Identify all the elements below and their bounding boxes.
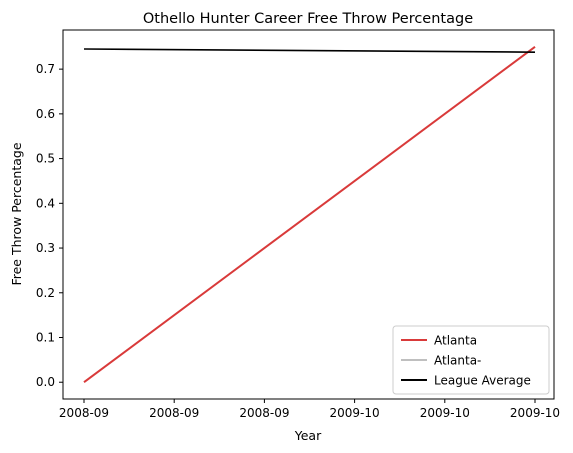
y-tick-label: 0.4 xyxy=(36,196,55,210)
legend-box xyxy=(392,325,550,395)
legend: Atlanta Atlanta- League Average xyxy=(392,325,550,395)
x-tick-label: 2009-10 xyxy=(510,406,560,420)
y-tick-label: 0.7 xyxy=(36,62,55,76)
x-tick-label: 2008-09 xyxy=(239,406,289,420)
legend-label: Atlanta xyxy=(434,334,477,348)
x-tick-label: 2008-09 xyxy=(59,406,109,420)
y-tick-label: 0.2 xyxy=(36,286,55,300)
series-line-atlanta xyxy=(83,45,536,384)
plot-frame xyxy=(62,29,555,400)
chart-title: Othello Hunter Career Free Throw Percent… xyxy=(143,11,473,27)
x-tick-label: 2009-10 xyxy=(330,406,380,420)
x-axis: 2008-09 2008-09 2008-09 2009-10 2009-10 2009-… xyxy=(59,399,560,420)
y-axis: 0.0 0.1 0.2 0.3 0.4 0.5 0.6 0.7 xyxy=(36,62,63,389)
legend-label: League Average xyxy=(434,374,531,388)
series-line-league-average xyxy=(83,48,536,53)
plot-marks xyxy=(83,45,536,384)
y-tick-label: 0.1 xyxy=(36,331,55,345)
x-tick-label: 2008-09 xyxy=(149,406,199,420)
y-tick-label: 0.5 xyxy=(36,152,55,166)
y-tick-label: 0.0 xyxy=(36,375,55,389)
legend-label: Atlanta- xyxy=(434,354,481,368)
y-tick-label: 0.6 xyxy=(36,107,55,121)
x-tick-label: 2009-10 xyxy=(420,406,470,420)
y-axis-label: Free Throw Percentage xyxy=(9,142,24,285)
x-axis-label: Year xyxy=(294,428,322,443)
y-tick-label: 0.3 xyxy=(36,241,55,255)
